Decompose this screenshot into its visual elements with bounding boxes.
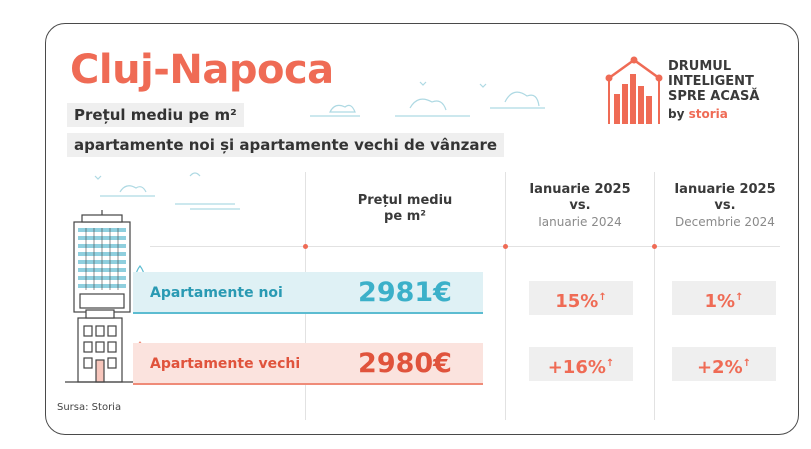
price-noi: 2981€ xyxy=(358,277,452,308)
yoy-value: +16% xyxy=(547,357,606,378)
clouds-decoration-2 xyxy=(94,172,240,210)
column-divider xyxy=(654,172,655,420)
divider-dot xyxy=(503,244,508,249)
column-header-price: Prețul mediu pe m² xyxy=(330,193,480,225)
yoy-value: 15% xyxy=(555,291,599,312)
arrow-up-icon: ↑ xyxy=(742,358,752,369)
column-header-line: Decembrie 2024 xyxy=(675,215,775,229)
logo-byline: by storia xyxy=(668,107,728,121)
clouds-decoration xyxy=(310,81,545,117)
column-divider xyxy=(505,172,506,420)
mom-value: +2% xyxy=(696,357,743,378)
subtitle-line-2: apartamente noi și apartamente vechi de … xyxy=(67,133,505,157)
column-header-line: pe m² xyxy=(384,209,426,224)
column-header-line: Ianuarie 2025 xyxy=(529,182,631,197)
logo-line-1: DRUMUL xyxy=(668,59,732,74)
column-header-line: Ianuarie 2025 xyxy=(674,182,776,197)
arrow-up-icon: ↑ xyxy=(605,358,615,369)
page-title: Cluj-Napoca xyxy=(70,47,334,93)
mom-value: 1% xyxy=(704,291,736,312)
column-header-line: vs. xyxy=(569,198,591,213)
row-label-noi: Apartamente noi xyxy=(150,285,283,301)
source-note: Sursa: Storia xyxy=(57,402,122,413)
arrow-up-icon: ↑ xyxy=(598,292,607,303)
subtitle-line-1: Prețul mediu pe m² xyxy=(67,103,244,127)
yoy-change-noi: 15%↑ xyxy=(529,281,633,315)
row-label-vechi: Apartamente vechi xyxy=(150,356,301,372)
logo-brand: storia xyxy=(688,107,728,121)
header-divider xyxy=(150,246,780,247)
divider-dot xyxy=(652,244,657,249)
storia-house-logo-icon xyxy=(605,56,663,124)
logo-by-label: by xyxy=(668,107,685,121)
column-header-line: Prețul mediu xyxy=(357,193,453,208)
yoy-change-vechi: +16%↑ xyxy=(529,347,633,381)
row-bar-noi xyxy=(133,272,483,314)
logo-wordmark: DRUMUL INTELIGENT SPRE ACASĂ xyxy=(668,59,759,104)
divider-dot xyxy=(303,244,308,249)
column-header-line: Ianuarie 2024 xyxy=(538,215,622,229)
column-header-line: vs. xyxy=(714,198,736,213)
logo-line-2: INTELIGENT xyxy=(668,74,754,89)
mom-change-vechi: +2%↑ xyxy=(672,347,776,381)
arrow-up-icon: ↑ xyxy=(735,292,744,303)
mom-change-noi: 1%↑ xyxy=(672,281,776,315)
column-header-yoy: Ianuarie 2025 vs. Ianuarie 2024 xyxy=(510,182,650,230)
price-vechi: 2980€ xyxy=(358,348,452,379)
logo-line-3: SPRE ACASĂ xyxy=(668,89,760,104)
row-bar-vechi xyxy=(133,343,483,385)
column-header-mom: Ianuarie 2025 vs. Decembrie 2024 xyxy=(655,182,795,230)
